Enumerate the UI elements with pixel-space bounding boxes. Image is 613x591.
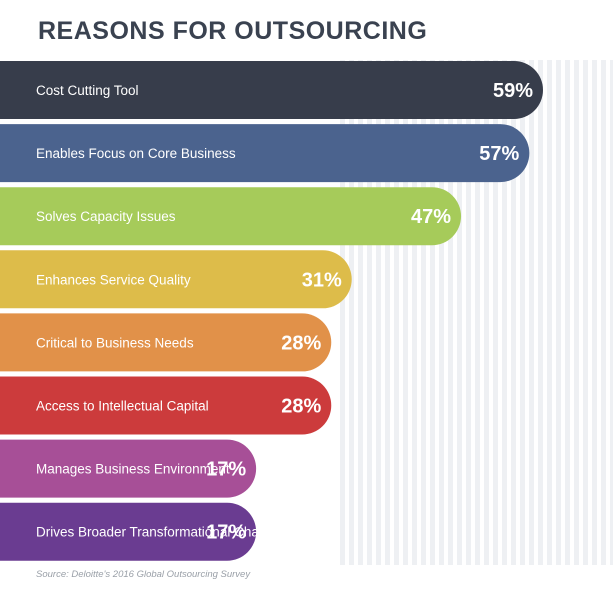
bars: Cost Cutting Tool 59% Enables Focus on Cor… [0,61,543,561]
background-stripe [520,60,525,565]
background-stripe [565,60,570,565]
background-stripe [457,60,462,565]
bar-value-label: 57% [479,143,519,165]
background-stripe [412,60,417,565]
background-stripe [574,60,579,565]
source-note: Source: Deloitte's 2016 Global Outsourci… [36,569,251,580]
bar-group: Enhances Service Quality 31% [0,250,352,309]
bar-group: Drives Broader Transformational Change17… [0,502,281,561]
background-stripe [349,60,354,565]
background-stripe [439,60,444,565]
background-stripe [376,60,381,565]
background-stripe [367,60,372,565]
bar [0,376,332,435]
bar-label: Manages Business Environment [36,462,230,477]
bar-group: Critical to Business Needs 28% [0,313,332,372]
background-stripe [358,60,363,565]
background-stripe [592,60,597,565]
background-stripe [493,60,498,565]
background-stripe [475,60,480,565]
bar-group: Cost Cutting Tool 59% [0,61,543,119]
background-stripe [601,60,606,565]
bar-label: Enhances Service Quality [36,272,191,287]
bar-label: Solves Capacity Issues [36,209,176,224]
bar-value-label: 28% [281,332,321,354]
background-stripe [403,60,408,565]
bar-value-label: 47% [411,206,451,228]
bar-group: Solves Capacity Issues 47% [0,187,462,246]
bar-value-label: 17% [206,522,246,544]
background-stripe [547,60,552,565]
bar [0,61,543,119]
background-stripe [340,60,345,565]
background-stripe [430,60,435,565]
background-stripe [502,60,507,565]
bar-value-label: 17% [206,459,246,481]
bar-label: Drives Broader Transformational Change [36,525,281,540]
chart-title: REASONS FOR OUTSOURCING [38,17,428,45]
bar [0,313,332,372]
background-stripe [466,60,471,565]
background-stripe [421,60,426,565]
background-stripe [448,60,453,565]
bar-value-label: 59% [493,80,533,102]
bar-label: Cost Cutting Tool [36,83,139,98]
bar-group: Enables Focus on Core Business 57% [0,124,530,183]
bar [0,502,257,561]
background-stripe [529,60,534,565]
bar-value-label: 28% [281,396,321,418]
background-stripe [385,60,390,565]
bar [0,250,352,309]
bar [0,439,257,498]
bar-label: Access to Intellectual Capital [36,399,209,414]
bar-label: Enables Focus on Core Business [36,146,236,161]
bar-label: Critical to Business Needs [36,335,194,350]
bar-group: Access to Intellectual Capital 28% [0,376,332,435]
background-stripes [340,60,613,565]
background-stripe [394,60,399,565]
background-stripe [484,60,489,565]
background-stripe [583,60,588,565]
bar-value-label: 31% [302,269,342,291]
background-stripe [610,60,613,565]
background-stripe [538,60,543,565]
background-stripe [556,60,561,565]
bar [0,187,462,246]
bar [0,124,530,183]
background-stripe [511,60,516,565]
